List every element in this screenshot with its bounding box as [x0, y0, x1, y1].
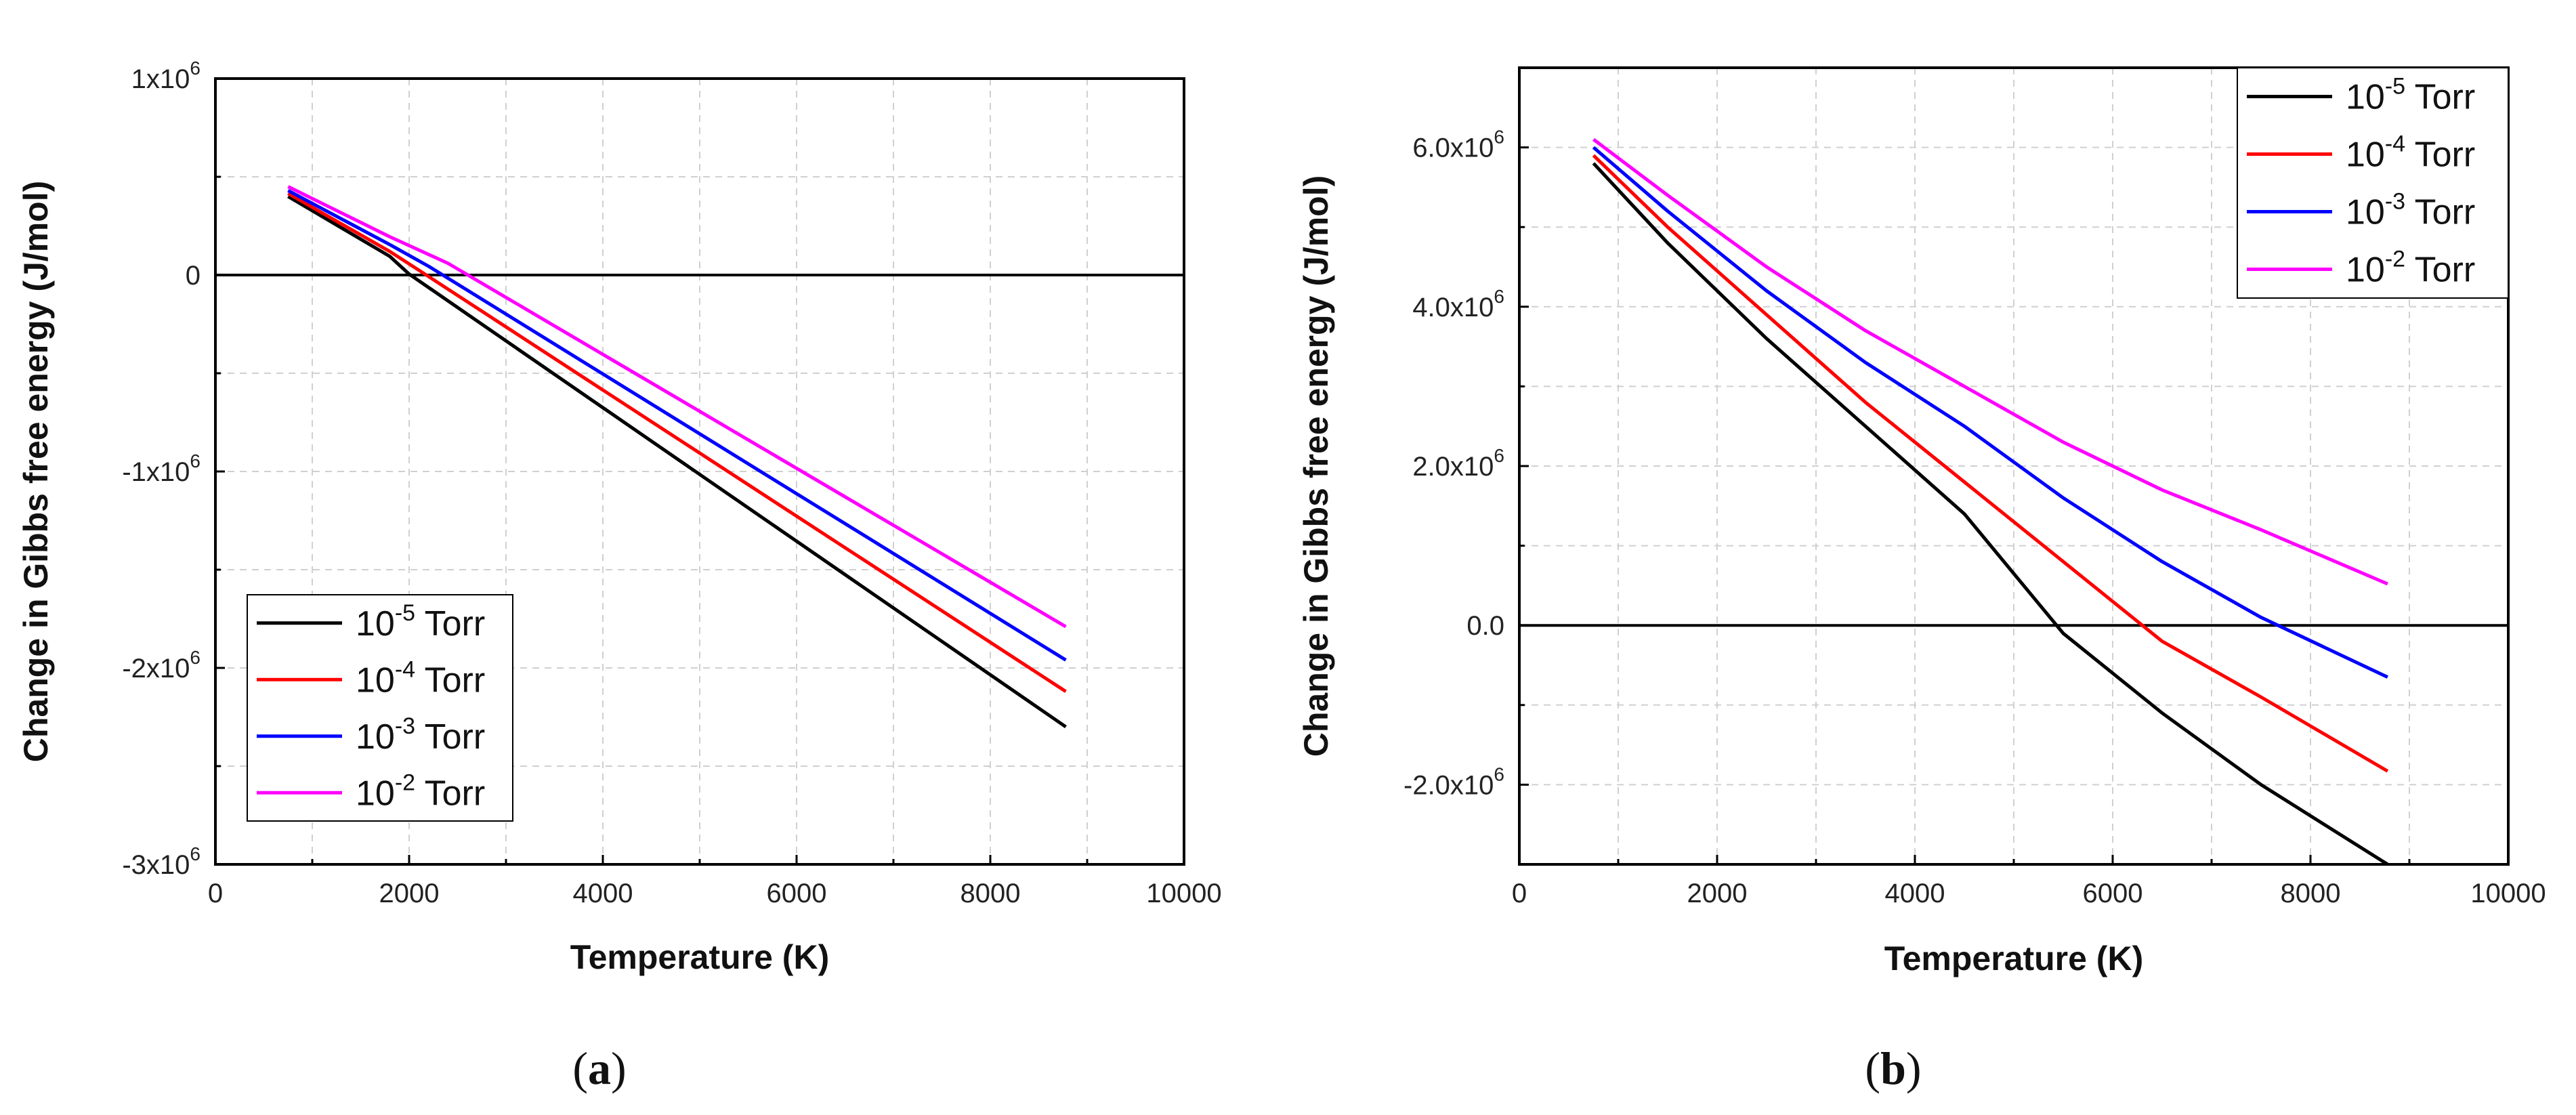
x-tick-label: 2000: [1687, 879, 1748, 908]
x-tick-label: 8000: [2281, 879, 2341, 908]
legend-box: [247, 594, 513, 822]
x-tick-label: 0: [1512, 879, 1527, 908]
legend-label: 10-3 Torr: [2346, 189, 2475, 232]
panel-b-y-axis: 6.0x106 4.0x106 2.0x106 0.0 -2.0x106: [1403, 127, 1529, 800]
panel-b-y-axis-title: Change in Gibbs free energy (J/mol): [1297, 175, 1335, 757]
x-tick-label: 4000: [573, 879, 633, 908]
x-tick-label: 10000: [1146, 879, 1221, 908]
y-tick-label: -2.0x106: [1403, 763, 1504, 800]
y-tick-label: -2x106: [122, 647, 200, 683]
panel-b-x-axis-title: Temperature (K): [1884, 940, 2143, 977]
y-tick-label: 2.0x106: [1412, 445, 1504, 482]
legend-label: 10-2 Torr: [2346, 247, 2475, 290]
panel-a-y-axis: 1x106 0 -1x106 -2x106 -3x106: [122, 58, 225, 880]
series-line-minus4: [287, 192, 1067, 693]
legend-label: 10-4 Torr: [2346, 131, 2475, 175]
panel-a-label: (a): [572, 1043, 626, 1094]
legend-label: 10-5 Torr: [356, 600, 485, 644]
y-tick-label: -3x106: [122, 843, 200, 880]
y-tick-label: 4.0x106: [1412, 286, 1504, 322]
series-line-minus2: [1592, 138, 2388, 586]
panel-a-y-axis-title: Change in Gibbs free energy (J/mol): [17, 181, 55, 763]
panel-b-series-group: [1592, 138, 2389, 864]
legend-box: [2237, 67, 2509, 299]
legend-label: 10-5 Torr: [2346, 74, 2475, 117]
x-tick-label: 4000: [1885, 879, 1945, 908]
y-tick-label: 0.0: [1466, 611, 1504, 641]
series-line-minus2: [287, 185, 1067, 629]
x-tick-label: 0: [208, 879, 223, 908]
panel-b-legend: 10-5 Torr 10-4 Torr 10-3 Torr 10-2 Torr: [2237, 67, 2509, 299]
y-tick-label: 0: [186, 261, 200, 291]
panel-b-chart: 0 2000 4000 6000 8000 10000 6.0x106 4.0x106 2.0…: [1297, 66, 2546, 1094]
y-tick-label: 1x106: [131, 58, 200, 94]
legend-label: 10-4 Torr: [356, 656, 485, 700]
legend-label: 10-3 Torr: [356, 713, 485, 757]
series-line-minus4: [1592, 154, 2389, 773]
y-tick-label: -1x106: [122, 450, 200, 487]
panel-a-chart: 0 2000 4000 6000 8000 10000 1x106 0 -1x106 -2x10…: [17, 58, 1222, 1094]
panel-b-x-axis: 0 2000 4000 6000 8000 10000: [1512, 855, 2546, 908]
series-line-minus3: [1592, 146, 2388, 679]
panel-b-label: (b): [1865, 1043, 1921, 1094]
panel-a-series-group: [287, 185, 1067, 729]
x-tick-label: 6000: [767, 879, 827, 908]
panel-a-x-axis-title: Temperature (K): [570, 938, 829, 976]
legend-label: 10-2 Torr: [356, 770, 485, 813]
x-tick-label: 8000: [960, 879, 1021, 908]
panel-a-legend: 10-5 Torr 10-4 Torr 10-3 Torr 10-2 Torr: [247, 594, 513, 822]
x-tick-label: 6000: [2083, 879, 2143, 908]
y-tick-label: 6.0x106: [1412, 127, 1504, 163]
panel-a-x-axis: 0 2000 4000 6000 8000 10000: [208, 855, 1222, 908]
series-line-minus5: [1592, 162, 2389, 864]
x-tick-label: 10000: [2470, 879, 2546, 908]
series-line-minus3: [287, 189, 1067, 662]
x-tick-label: 2000: [379, 879, 440, 908]
series-line-minus5: [287, 194, 1067, 729]
